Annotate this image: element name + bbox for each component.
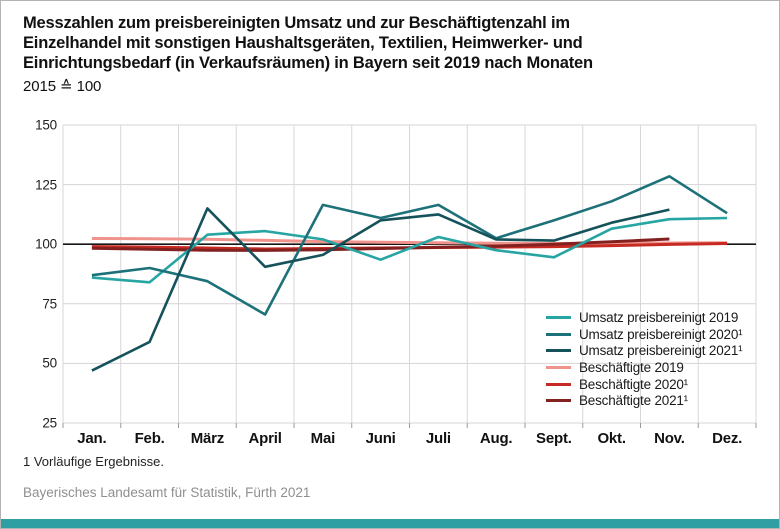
legend-swatch-icon <box>546 365 571 369</box>
x-month-label: Mai <box>310 430 336 447</box>
y-tick-label: 125 <box>35 177 57 193</box>
legend-swatch-icon <box>546 332 571 336</box>
legend-item: Beschäftigte 2021¹ <box>546 392 742 409</box>
y-tick-label: 75 <box>42 296 57 312</box>
x-month-label: Sept. <box>536 430 572 447</box>
chart-title-line-1: Messzahlen zum preisbereinigten Umsatz u… <box>23 14 570 32</box>
legend-item: Umsatz preisbereinigt 2021¹ <box>546 342 743 359</box>
series-line-2 <box>91 175 728 316</box>
x-month-label: Juni <box>365 430 396 447</box>
legend-label: Umsatz preisbereinigt 2019 <box>579 309 739 325</box>
x-month-label: Juli <box>425 430 451 447</box>
y-tick-label: 100 <box>35 236 57 252</box>
legend-label: Beschäftigte 2020¹ <box>579 376 688 392</box>
y-tick-label: 25 <box>42 415 57 431</box>
series-line-1 <box>91 216 728 284</box>
legend-swatch-icon <box>546 349 571 353</box>
x-month-label: März <box>190 430 225 447</box>
legend-item: Umsatz preisbereinigt 2019 <box>546 309 742 326</box>
x-month-label: Nov. <box>654 430 685 447</box>
chart-subtitle: 2015 ≙ 100 <box>23 78 102 95</box>
x-month-label: Okt. <box>597 430 626 447</box>
series-line-4 <box>91 237 728 245</box>
accent-bottom-bar <box>1 519 779 528</box>
legend-label: Beschäftigte 2019 <box>579 359 684 375</box>
chart-title-line-3: Einrichtungsbedarf (in Verkaufsräumen) i… <box>23 54 593 72</box>
chart-title-line-2: Einzelhandel mit sonstigen Haushaltsgerä… <box>23 34 583 52</box>
legend-item: Beschäftigte 2019 <box>546 359 742 376</box>
y-tick-label: 50 <box>42 355 57 371</box>
x-month-label: Jan. <box>77 430 107 447</box>
y-tick-label: 150 <box>35 117 57 133</box>
footnote: 1 Vorläufige Ergebnisse. <box>23 454 164 469</box>
chart-title: Messzahlen zum preisbereinigten Umsatz u… <box>23 13 768 73</box>
legend-item: Beschäftigte 2020¹ <box>546 376 742 393</box>
legend-label: Beschäftigte 2021¹ <box>579 393 688 409</box>
x-month-label: Aug. <box>479 430 513 447</box>
legend-label: Umsatz preisbereinigt 2021¹ <box>579 343 743 359</box>
legend-item: Umsatz preisbereinigt 2020¹ <box>546 326 743 343</box>
x-month-label: Feb. <box>134 430 165 447</box>
legend-swatch-icon <box>546 399 571 403</box>
legend-swatch-icon <box>546 315 571 319</box>
x-month-label: April <box>248 430 282 447</box>
chart-legend: Umsatz preisbereinigt 2019 Umsatz preisbe… <box>546 309 743 409</box>
x-month-label: Dez. <box>712 430 743 447</box>
series-line-3 <box>91 207 670 372</box>
legend-swatch-icon <box>546 382 571 386</box>
source-attribution: Bayerisches Landesamt für Statistik, Für… <box>23 485 311 500</box>
legend-label: Umsatz preisbereinigt 2020¹ <box>579 326 743 342</box>
